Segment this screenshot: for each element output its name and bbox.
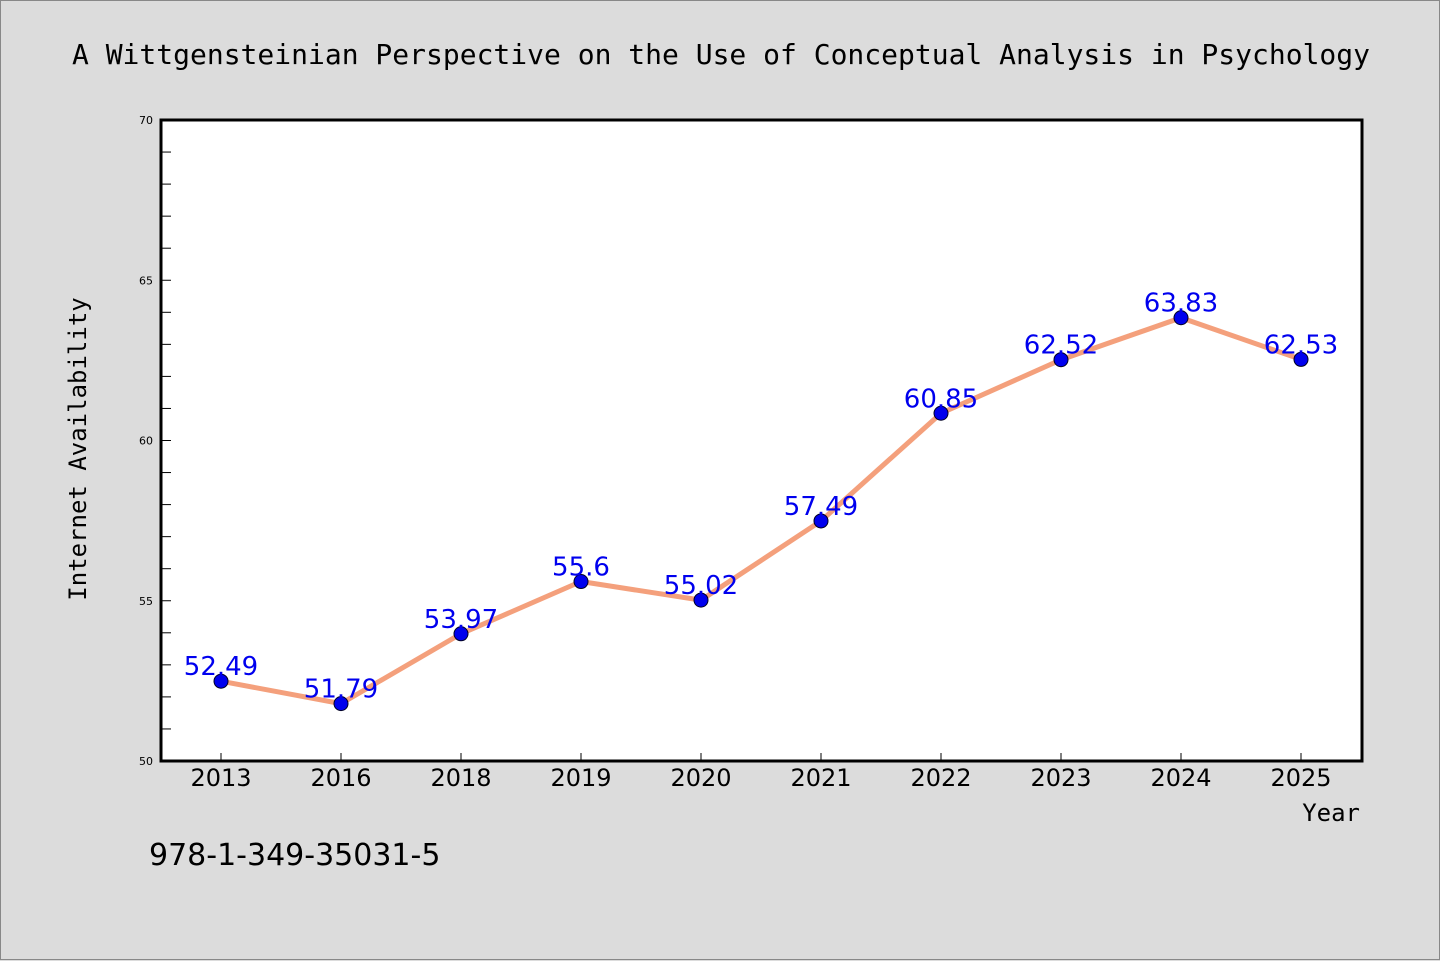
y-tick-label: 60 [139,435,153,448]
y-tick-label: 50 [139,755,153,768]
data-point [213,673,229,689]
data-point [453,626,469,642]
x-tick-label: 2020 [670,764,731,792]
data-label: 53.97 [424,605,498,635]
data-point [813,513,829,529]
series-markers [213,310,1309,712]
x-tick-label: 2013 [190,764,251,792]
x-tick-label: 2021 [790,764,851,792]
y-tick-label: 65 [139,274,153,287]
x-tick-label: 2019 [550,764,611,792]
data-labels: 52.49 51.79 53.97 55.6 55.02 57.49 60.85 62.52 6… [184,289,1338,705]
data-label: 51.79 [304,675,378,705]
x-axis-label: Year [1302,799,1360,827]
x-tick-label: 2025 [1270,764,1331,792]
data-point [1053,352,1069,368]
data-point [1293,351,1309,367]
series-line [220,315,1302,707]
x-tick-label: 2024 [1150,764,1211,792]
data-point [933,405,949,421]
x-axis: 2013 2016 2018 2019 2020 2021 2022 2023 2024 2025 [190,753,1332,792]
data-label: 60.85 [904,384,978,414]
data-point [333,696,349,712]
y-tick-label: 55 [139,595,153,608]
data-label: 63.83 [1144,289,1218,319]
x-tick-label: 2018 [430,764,491,792]
x-tick-label: 2022 [910,764,971,792]
data-label: 55.02 [664,571,738,601]
data-point [573,574,589,590]
data-label: 52.49 [184,652,258,682]
data-label: 57.49 [784,492,858,522]
y-axis: 50 55 60 65 70 [139,114,171,768]
data-label: 55.6 [552,553,610,583]
data-label: 62.52 [1024,331,1098,361]
y-tick-label: 70 [139,114,153,127]
footer-code: 978-1-349-35031-5 [149,838,440,873]
y-axis-label: Internet Availability [64,297,92,600]
data-point [1173,310,1189,326]
data-point [693,592,709,608]
data-label: 62.53 [1264,330,1338,360]
x-tick-label: 2016 [310,764,371,792]
chart-title: A Wittgensteinian Perspective on the Use… [72,38,1370,71]
plot-area [159,118,1364,763]
x-tick-label: 2023 [1030,764,1091,792]
